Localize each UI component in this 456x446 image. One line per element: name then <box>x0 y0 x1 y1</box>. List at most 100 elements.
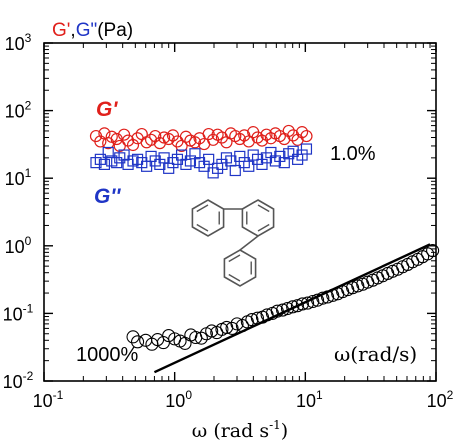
x-tick-label: 100 <box>165 388 192 411</box>
gdouble-square-marker <box>203 153 215 165</box>
gprime-circle-marker <box>94 135 107 148</box>
strain-circle-marker <box>230 317 244 331</box>
strain-circle-marker <box>131 335 145 349</box>
y-label-unit: (Pa) <box>97 20 133 41</box>
left-phenyl-ring-double-bond <box>196 223 209 232</box>
y-tick-label-base: 10 <box>5 169 25 189</box>
x-tick-label-base: 10 <box>427 391 447 411</box>
x-tick-label-exp: -1 <box>53 388 64 402</box>
gdouble-square-marker <box>247 149 259 161</box>
gdouble-square-marker <box>229 164 241 177</box>
gdouble-square-marker <box>176 149 188 161</box>
central-phenyl-ring-double-bond <box>257 204 270 213</box>
strain-circle-marker <box>126 330 140 344</box>
y-tick-label-base: 10 <box>3 304 23 324</box>
y-tick-label-exp: -1 <box>23 301 34 315</box>
bottom-phenyl-ring-double-bond <box>228 273 241 282</box>
gdouble-square-marker <box>243 160 255 172</box>
gprime-circle-marker <box>300 129 313 143</box>
strain-circle-marker <box>162 329 176 343</box>
gprime-circle-marker <box>179 130 193 143</box>
x-tick-label-exp: 0 <box>185 388 192 402</box>
gdouble-square-marker <box>211 162 224 174</box>
fit-line <box>153 243 431 374</box>
strain-circle-marker <box>351 279 365 293</box>
y-tick-label: 10-2 <box>3 369 34 392</box>
gdouble-square-marker <box>98 158 111 171</box>
x-tick-label: 10-1 <box>33 388 64 411</box>
ring-bond <box>239 235 259 251</box>
y-tick-label-base: 10 <box>5 34 25 54</box>
gdouble-square-marker <box>163 162 175 174</box>
x-tick-label: 102 <box>427 388 454 411</box>
gdouble-annotation: G'' <box>94 185 121 208</box>
gprime-circle-marker <box>295 126 309 139</box>
x-tick-label-base: 10 <box>33 391 53 411</box>
strain-circle-marker <box>295 297 309 311</box>
gprime-annotation: G' <box>96 98 118 121</box>
gprime-circle-marker <box>144 133 158 146</box>
x-tick-label-base: 10 <box>296 391 316 411</box>
bottom-phenyl-ring-double-bond <box>228 254 241 263</box>
x-tick-label-exp: 2 <box>447 388 454 402</box>
y-tick-label-base: 10 <box>5 237 25 257</box>
gdouble-square-marker <box>102 146 114 159</box>
y-tick-label: 100 <box>5 234 32 257</box>
gprime-circle-marker <box>162 132 175 146</box>
y-tick-label: 102 <box>5 99 32 122</box>
y-label-gdouble: G" <box>76 20 98 41</box>
gdouble-square-marker <box>114 152 126 164</box>
gdouble-square-marker <box>90 157 102 169</box>
y-tick-label-exp: -2 <box>23 369 34 383</box>
gdouble-square-marker <box>296 149 308 161</box>
gprime-circle-marker <box>188 136 202 149</box>
data-layer <box>89 124 440 374</box>
y-tick-label: 101 <box>5 166 32 189</box>
gdouble-square-marker <box>118 149 130 161</box>
y-tick-label: 10-1 <box>3 301 34 324</box>
x-tick-label: 101 <box>296 388 323 411</box>
y-tick-label-exp: 0 <box>25 234 32 248</box>
strain-circle-marker <box>245 313 259 327</box>
y-tick-label-base: 10 <box>5 102 25 122</box>
omega-annotation: ω(rad/s) <box>334 342 417 366</box>
central-phenyl-ring-double-bond <box>257 223 270 232</box>
strain-circle-marker <box>346 281 360 295</box>
gprime-circle-marker <box>260 128 273 141</box>
x-tick-label-base: 10 <box>165 391 185 411</box>
left-phenyl-ring-double-bond <box>196 204 209 213</box>
gdouble-square-marker <box>131 153 144 165</box>
y-tick-label-base: 10 <box>3 372 23 392</box>
gprime-circle-marker <box>287 129 300 142</box>
gprime-circle-marker <box>149 129 162 143</box>
y-tick-label-exp: 1 <box>25 166 32 180</box>
y-axis-label: G',G"(Pa) <box>52 20 133 41</box>
gprime-circle-marker <box>166 129 180 142</box>
y-tick-label-exp: 3 <box>25 31 32 45</box>
gdouble-square-marker <box>154 158 166 171</box>
x-axis-label: ω (rad s-1) <box>192 418 288 442</box>
gdouble-square-marker <box>300 143 313 155</box>
y-tick-label: 103 <box>5 31 32 54</box>
strain-circle-marker <box>225 321 239 335</box>
gdouble-square-marker <box>220 152 233 164</box>
plot-frame <box>43 42 437 382</box>
gprime-circle-marker <box>282 124 295 138</box>
x-tick-label-exp: 1 <box>316 388 323 402</box>
upper-concentration-label: 1.0% <box>330 143 376 165</box>
strain-circle-marker <box>194 331 208 345</box>
x-label-exp: -1 <box>269 418 281 432</box>
x-label-main: ω (rad s <box>192 420 269 442</box>
terphenyl-structure-icon <box>191 199 275 287</box>
strain-circle-marker <box>205 324 219 338</box>
gprime-circle-marker <box>233 132 246 146</box>
gprime-circle-marker <box>238 129 251 142</box>
bottom-phenyl-ring <box>223 249 257 287</box>
y-tick-label-exp: 2 <box>25 99 32 113</box>
y-label-gprime: G' <box>52 20 70 41</box>
gprime-circle-marker <box>126 138 140 152</box>
strain-circle-marker <box>286 300 300 314</box>
y-label-sep: , <box>70 20 75 41</box>
